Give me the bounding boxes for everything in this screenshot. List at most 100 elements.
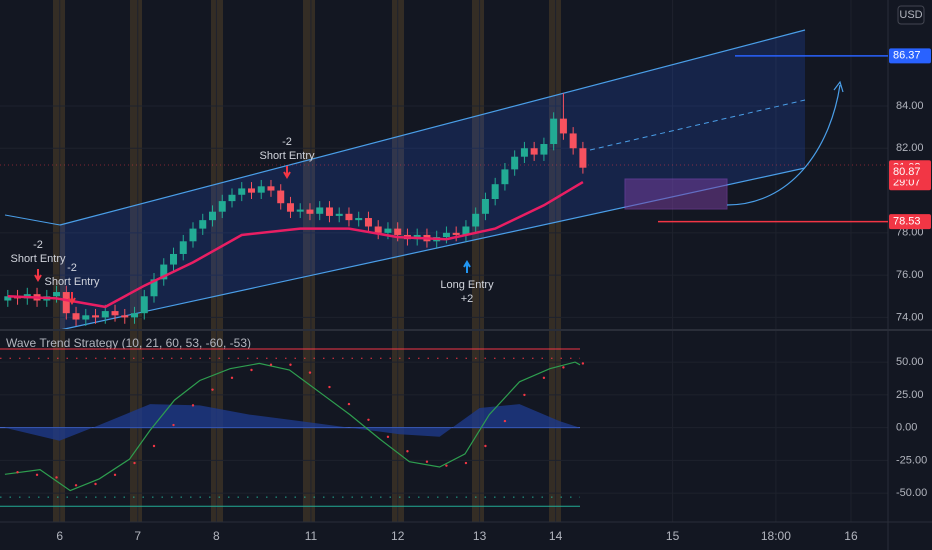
x-tick-label: 7 (134, 529, 141, 543)
arrow-head (833, 80, 844, 93)
currency-box (897, 5, 925, 25)
y-tick-label: 84.00 (896, 100, 924, 112)
price-tag-label: 78.53 (893, 216, 921, 228)
candle-body (374, 226, 382, 233)
price-tag (889, 48, 931, 64)
price-tag-label: 86.37 (893, 50, 921, 62)
candle-body (160, 264, 168, 280)
wt2-dot (562, 366, 565, 369)
x-tick-label: 12 (391, 529, 405, 543)
signal-count: -2 (67, 262, 77, 274)
wt2-dot (289, 363, 292, 366)
projection-arrow (726, 84, 841, 206)
candle-body (394, 228, 402, 235)
signal-label: Short Entry (259, 150, 315, 162)
x-tick-label: 15 (666, 529, 680, 543)
session-band (211, 0, 223, 522)
moving-average (7, 181, 584, 309)
candle-body (92, 315, 100, 318)
price-tag (889, 164, 931, 180)
candle-body (540, 144, 548, 155)
signal-count: -2 (33, 239, 43, 251)
x-tick-label: 8 (213, 529, 220, 543)
signal-arrow (463, 260, 471, 273)
wt2-dot (425, 460, 429, 463)
candle-body (62, 292, 70, 314)
x-tick-label: 13 (473, 529, 487, 543)
x-tick-label: 16 (844, 529, 858, 543)
candle-body (286, 203, 294, 212)
candle-body (4, 296, 12, 301)
candle-body (131, 313, 139, 318)
wt2-dot (581, 362, 585, 365)
candle-body (218, 201, 226, 212)
signal-label: Short Entry (44, 276, 100, 288)
signal-count: +2 (461, 293, 474, 305)
y-tick-label: 76.00 (896, 269, 924, 281)
candle-body (257, 186, 265, 193)
signal-arrow (68, 292, 76, 305)
candle-body (501, 169, 509, 185)
candle-body (442, 232, 450, 238)
price-tag (889, 214, 931, 230)
wt2-dot (74, 484, 78, 487)
channel-mid (589, 99, 806, 151)
signal-label: Short Entry (10, 253, 66, 265)
x-tick-label: 6 (56, 529, 63, 543)
candle-body (277, 190, 285, 204)
candle-body (511, 156, 519, 170)
session-band (53, 0, 65, 522)
signal-label: Long Entry (440, 279, 494, 291)
candle-body (345, 213, 353, 221)
wt2-dot (113, 473, 117, 477)
candle-body (384, 228, 392, 233)
wt2-dot (445, 464, 448, 467)
indicator-title: Wave Trend Strategy (10, 21, 60, 53, -60… (6, 336, 251, 350)
candle-body (179, 241, 187, 254)
session-band (549, 0, 561, 522)
y-tick-label: 50.00 (896, 356, 924, 368)
candle-body (72, 313, 80, 320)
wt2-dot (367, 418, 370, 421)
wt2-dot (35, 473, 39, 477)
candle-body (364, 218, 372, 227)
target-box (624, 178, 728, 210)
candle-body (101, 311, 109, 318)
signal-arrow (283, 166, 291, 179)
candle-body (150, 279, 158, 297)
wt2-dot (133, 461, 136, 465)
candle-body (306, 209, 314, 214)
candle-body (452, 232, 460, 235)
candle-body (53, 292, 61, 297)
wt1-line (4, 361, 581, 492)
candle-body (296, 209, 304, 212)
channel-top (59, 29, 806, 226)
wt2-dot (406, 450, 409, 453)
wt2-dot (386, 435, 390, 439)
wt2-dot (347, 402, 351, 406)
y-tick-label: 25.00 (896, 389, 924, 401)
candle-body (579, 148, 587, 168)
candle-body (550, 118, 558, 145)
x-tick-label: 14 (549, 529, 563, 543)
wt2-dot (542, 376, 546, 380)
candle-body (559, 118, 567, 134)
candle-body (530, 148, 538, 155)
channel-fill (60, 30, 805, 330)
candle-body (111, 311, 119, 316)
x-tick-label: 11 (305, 529, 318, 543)
wt2-dot (484, 444, 487, 448)
wt2-dot (191, 404, 195, 407)
session-band (130, 0, 142, 522)
wt2-dot (250, 368, 253, 372)
channel-extension (4, 214, 61, 226)
candle-body (208, 211, 216, 221)
wt2-dot (308, 371, 312, 374)
candle-body (462, 226, 470, 235)
histogram-area (4, 404, 580, 441)
candle-body (82, 315, 90, 320)
candle-body (228, 194, 236, 202)
candle-body (569, 133, 577, 149)
wt2-dot (269, 363, 273, 366)
session-band (472, 0, 484, 522)
